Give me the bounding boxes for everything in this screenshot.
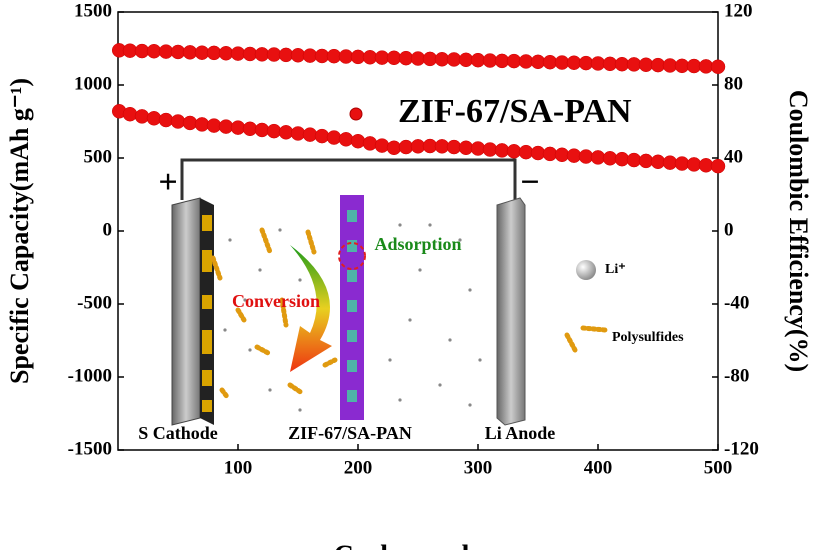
- data-point: [362, 136, 378, 151]
- y2-tick-label: 120: [724, 0, 753, 21]
- annotation: Li⁺: [605, 262, 626, 277]
- data-point: [326, 130, 342, 145]
- x-tick-label: 100: [224, 457, 253, 478]
- legend-label: ZIF-67/SA-PAN: [398, 93, 632, 130]
- annotation: Polysulfides: [612, 330, 684, 345]
- data-point: [134, 109, 150, 124]
- y2-axis-label: Coulombic Efficiency(%): [784, 90, 813, 372]
- y2-tick-label: 40: [724, 146, 743, 167]
- y-axis-label: Specific Capacity(mAh g⁻¹): [5, 78, 34, 384]
- y-tick-label: -1500: [68, 438, 112, 459]
- y-tick-label: 0: [103, 219, 113, 240]
- data-point: [338, 132, 354, 147]
- annotation: Conversion: [232, 291, 320, 311]
- data-point: [146, 111, 162, 126]
- data-point: [710, 158, 726, 174]
- data-point: [374, 138, 390, 153]
- y2-tick-label: -120: [724, 438, 759, 459]
- data-point: [122, 106, 138, 122]
- y-tick-label: -1000: [68, 365, 112, 386]
- marks: [111, 43, 726, 174]
- x-tick-label: 300: [464, 457, 493, 478]
- x-tick-label: 400: [584, 457, 613, 478]
- data-point: [350, 133, 366, 149]
- x-axis-label: Cycle number: [334, 540, 503, 550]
- y-tick-label: 500: [84, 146, 113, 167]
- annotation: S Cathode: [138, 423, 218, 443]
- annotation: ZIF-67/SA-PAN: [288, 423, 412, 443]
- annotation: +: [158, 164, 177, 201]
- y2-tick-label: -80: [724, 365, 749, 386]
- y-tick-label: 1000: [74, 73, 112, 94]
- x-tick-label: 500: [704, 457, 733, 478]
- y2-tick-label: 0: [724, 219, 734, 240]
- y-tick-label: -500: [77, 292, 112, 313]
- legend-marker: [349, 107, 363, 121]
- y2-tick-label: 80: [724, 73, 743, 94]
- annotation: −: [520, 164, 539, 201]
- annotation: Adsorption: [374, 234, 461, 254]
- y-tick-label: 1500: [74, 0, 112, 21]
- annotation: Li Anode: [485, 423, 556, 443]
- data-point: [710, 59, 726, 74]
- y2-tick-label: -40: [724, 292, 749, 313]
- illustration: [171, 158, 608, 426]
- x-tick-label: 200: [344, 457, 373, 478]
